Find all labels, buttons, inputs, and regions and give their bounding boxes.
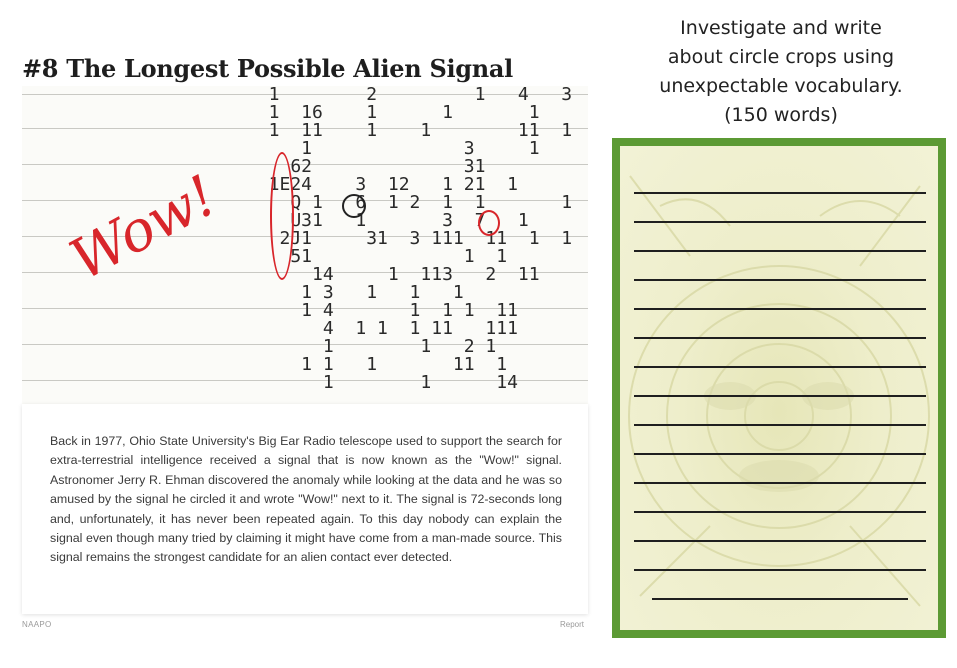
printout-row: 4 1 1 1 11 111 bbox=[247, 318, 518, 339]
seven-red-circle bbox=[478, 210, 500, 236]
task-line: (150 words) bbox=[724, 104, 838, 126]
article-title: #8 The Longest Possible Alien Signal bbox=[22, 54, 513, 83]
printout-row: 1 3 1 1 1 bbox=[247, 282, 464, 303]
printout-row: 1 11 1 1 11 1 bbox=[247, 120, 573, 141]
printout-row: 1 1 14 bbox=[247, 372, 518, 393]
writing-line[interactable] bbox=[634, 395, 926, 397]
writing-line[interactable] bbox=[634, 540, 926, 542]
task-line: unexpectable vocabulary. bbox=[659, 75, 903, 97]
printout-row: 1 1 1 11 1 bbox=[247, 354, 508, 375]
writing-line[interactable] bbox=[634, 250, 926, 252]
crop-circle-background bbox=[628, 175, 930, 607]
writing-line[interactable] bbox=[634, 453, 926, 455]
wow-handwritten-annotation: Wow! bbox=[60, 163, 227, 294]
writing-line[interactable] bbox=[634, 511, 926, 513]
printout-row: 1 1 2 1 bbox=[247, 336, 497, 357]
writing-line[interactable] bbox=[634, 308, 926, 310]
writing-line[interactable] bbox=[634, 482, 926, 484]
printout-row: 1 3 1 bbox=[247, 138, 540, 159]
printout-row: 1 16 1 1 1 bbox=[247, 102, 540, 123]
task-instructions: Investigate and write about circle crops… bbox=[640, 14, 922, 130]
writing-paper bbox=[620, 146, 938, 630]
writing-line[interactable] bbox=[634, 221, 926, 223]
six-black-circle bbox=[342, 194, 366, 218]
task-line: about circle crops using bbox=[667, 46, 895, 68]
writing-frame bbox=[612, 138, 946, 638]
writing-line[interactable] bbox=[634, 279, 926, 281]
writing-line[interactable] bbox=[634, 337, 926, 339]
wow-signal-printout: 1 2 1 4 3 1 16 1 1 1 1 11 1 1 11 1 1 3 1… bbox=[22, 86, 588, 404]
writing-line[interactable] bbox=[634, 366, 926, 368]
printout-row: 14 1 113 2 11 bbox=[247, 264, 540, 285]
wow-signal-red-loop bbox=[270, 152, 294, 280]
printout-row: 1 2 1 4 3 bbox=[247, 86, 573, 105]
task-line: Investigate and write bbox=[680, 17, 882, 39]
writing-line[interactable] bbox=[634, 424, 926, 426]
writing-line[interactable] bbox=[652, 598, 908, 600]
article-caption-card: Back in 1977, Ohio State University's Bi… bbox=[22, 404, 588, 614]
source-label: NAAPO bbox=[22, 620, 52, 629]
writing-line[interactable] bbox=[634, 569, 926, 571]
printout-row: 51 1 1 bbox=[247, 246, 508, 267]
article-caption: Back in 1977, Ohio State University's Bi… bbox=[50, 434, 562, 565]
printout-row: 1 4 1 1 1 11 bbox=[247, 300, 518, 321]
printout-row: 62 31 bbox=[247, 156, 486, 177]
writing-line[interactable] bbox=[634, 192, 926, 194]
report-link[interactable]: Report bbox=[560, 620, 585, 629]
